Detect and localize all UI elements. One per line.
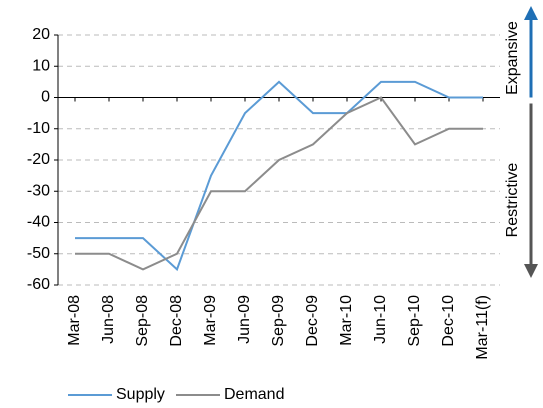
x-tick-label: Mar-08 <box>66 295 83 346</box>
x-tick-label: Sep-10 <box>406 295 423 347</box>
x-tick-label: Dec-10 <box>440 295 457 347</box>
annotation: Restrictive <box>504 163 521 238</box>
y-tick-label: -60 <box>27 276 50 293</box>
x-tick-label: Mar-10 <box>338 295 355 346</box>
y-tick-label: 10 <box>32 57 50 74</box>
y-tick-label: -10 <box>27 120 50 137</box>
y-tick-label: -20 <box>27 151 50 168</box>
y-tick-label: -30 <box>27 182 50 199</box>
series-line <box>75 80 483 272</box>
y-tick-label: 0 <box>41 89 50 106</box>
legend-label: Demand <box>224 386 284 403</box>
y-tick-label: 20 <box>32 26 50 43</box>
x-tick-label: Dec-08 <box>168 295 185 347</box>
x-tick-label: Sep-08 <box>134 295 151 347</box>
y-tick-label: -50 <box>27 245 50 262</box>
x-tick-label: Jun-10 <box>372 295 389 344</box>
x-tick-label: Jun-08 <box>100 295 117 344</box>
y-tick-label: -40 <box>27 214 50 231</box>
x-tick-label: Jun-09 <box>236 295 253 344</box>
expansive-arrowhead <box>524 6 538 20</box>
series-line <box>75 96 483 271</box>
legend-label: Supply <box>116 386 165 403</box>
restrictive-arrowhead <box>524 264 538 278</box>
annotation: Expansive <box>504 21 521 95</box>
x-tick-label: Dec-09 <box>304 295 321 347</box>
x-tick-label: Sep-09 <box>270 295 287 347</box>
x-tick-label: Mar-09 <box>202 295 219 346</box>
x-tick-label: Mar-11(f) <box>474 295 491 360</box>
